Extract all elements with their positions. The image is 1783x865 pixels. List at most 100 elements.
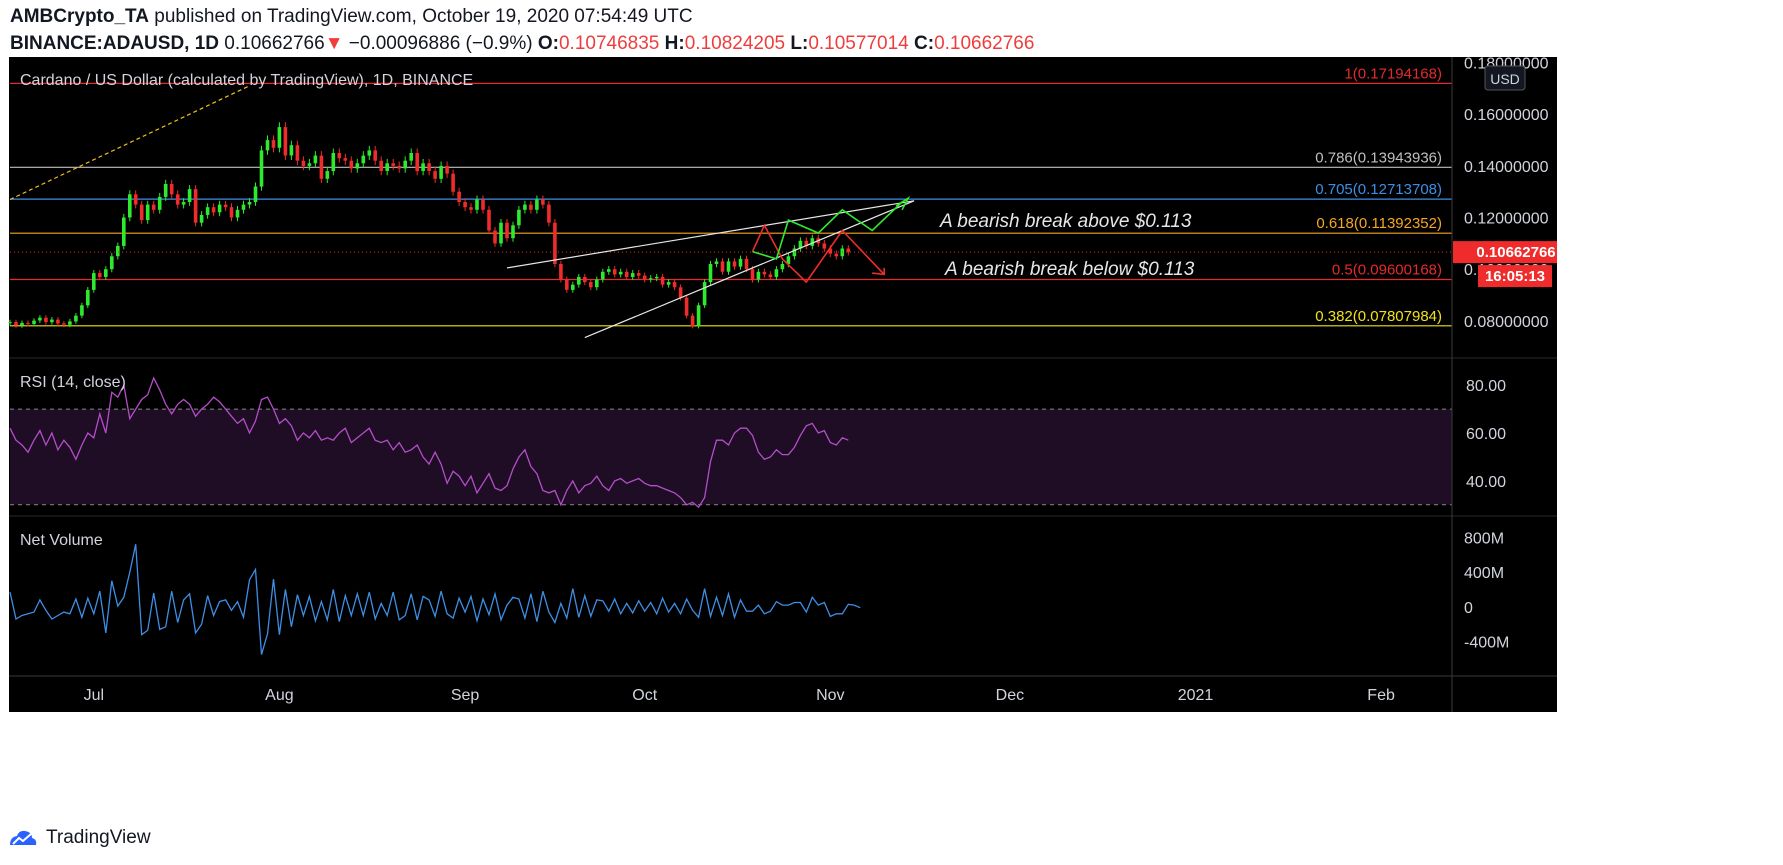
candle-body (181, 202, 186, 205)
rsi-line (9, 376, 849, 509)
candle-body (139, 204, 144, 221)
candle-body (439, 165, 443, 179)
rsi-axis-tick: 40.00 (1466, 474, 1506, 491)
low-value: 0.10577014 (808, 33, 909, 54)
candle-body (624, 271, 629, 277)
candle-body (241, 204, 246, 210)
candle-body (56, 319, 60, 324)
candle-body (403, 160, 407, 169)
candle-body (547, 204, 551, 223)
candle-body (696, 305, 701, 326)
candle-body (612, 269, 617, 275)
candle-body (289, 145, 294, 156)
candle-body (708, 264, 713, 283)
price-axis-tick: 0.12000000 (1464, 211, 1549, 228)
candle-body (283, 127, 288, 156)
last-price: 0.10662766 (224, 33, 325, 54)
candle-body (595, 279, 599, 288)
candle-body (80, 305, 84, 316)
candle-body (349, 160, 354, 169)
candle-body (235, 209, 240, 218)
candle-body (726, 261, 731, 272)
time-axis-tick: Dec (996, 687, 1024, 704)
candle-body (798, 240, 803, 249)
high-label: H: (664, 33, 685, 54)
candle-body (397, 165, 401, 169)
candle-body (307, 163, 312, 166)
candle-body (571, 284, 575, 290)
candle-body (618, 271, 623, 275)
candle-body (583, 276, 587, 283)
candle-body (325, 171, 330, 179)
candle-body (493, 230, 497, 244)
bearish-arrow-head-icon (872, 267, 886, 276)
candle-body (750, 269, 755, 280)
candle-body (313, 155, 318, 164)
wedge-lower-line (584, 200, 915, 339)
close-label: C: (914, 33, 935, 54)
volume-axis-tick: -400M (1464, 635, 1509, 652)
time-axis-tick: Jul (84, 687, 104, 704)
candle-body (804, 240, 809, 246)
fib-level-label: 1(0.17194168) (1344, 65, 1442, 82)
candle-body (672, 282, 677, 288)
candle-body (110, 256, 114, 270)
price-axis-tick: 0.14000000 (1464, 159, 1549, 176)
price-axis-tick: 0.08000000 (1464, 314, 1549, 331)
candle-body (92, 273, 96, 290)
candle-body (774, 269, 779, 277)
candle-body (187, 189, 192, 202)
candle-body (648, 278, 653, 280)
candle-body (684, 297, 689, 316)
rsi-band (10, 409, 1452, 505)
candle-body (451, 173, 455, 192)
annotation-above: A bearish break above $0.113 (939, 211, 1192, 232)
candle-body (128, 194, 132, 218)
candle-body (68, 321, 72, 325)
fib-level-label: 0.618(0.11392352) (1316, 215, 1442, 232)
candle-body (361, 155, 366, 164)
close-value: 0.10662766 (934, 33, 1035, 54)
candle-body (822, 243, 827, 249)
candle-body (630, 273, 635, 277)
candle-body (654, 276, 659, 279)
author-name[interactable]: AMBCrypto_TA (10, 6, 149, 27)
volume-axis-tick: 400M (1464, 565, 1504, 582)
time-axis-tick: Aug (265, 687, 293, 704)
candle-body (157, 196, 162, 210)
candle-body (319, 155, 324, 179)
candle-body (666, 282, 671, 285)
time-axis-tick: Sep (451, 687, 480, 704)
candle-body (373, 150, 377, 161)
candle-body (553, 222, 557, 264)
fib-trend-line (9, 85, 250, 201)
candle-body (343, 158, 348, 161)
candle-body (445, 165, 449, 174)
candle-body (589, 282, 593, 288)
candle-body (14, 322, 18, 326)
candle-body (277, 127, 282, 148)
candle-body (259, 150, 264, 187)
candle-body (253, 186, 258, 202)
chart-frame (9, 57, 1557, 712)
candle-body (577, 276, 581, 285)
fib-level-label: 0.786(0.13943936) (1315, 149, 1442, 166)
candle-body (163, 184, 168, 197)
candle-body (469, 207, 473, 210)
candle-body (660, 276, 665, 285)
candle-body (295, 145, 300, 161)
footer-brand[interactable]: TradingView (46, 827, 151, 848)
countdown-tag (1478, 265, 1552, 288)
candle-body (271, 140, 276, 148)
candle-body (145, 204, 150, 221)
candle-body (427, 163, 431, 171)
candle-body (32, 320, 36, 324)
candle-body (217, 204, 222, 213)
candle-body (475, 199, 479, 210)
candle-body (541, 199, 545, 205)
candle-body (301, 160, 306, 166)
candle-body (205, 207, 210, 215)
candle-body (409, 153, 413, 161)
candle-body (828, 248, 833, 254)
